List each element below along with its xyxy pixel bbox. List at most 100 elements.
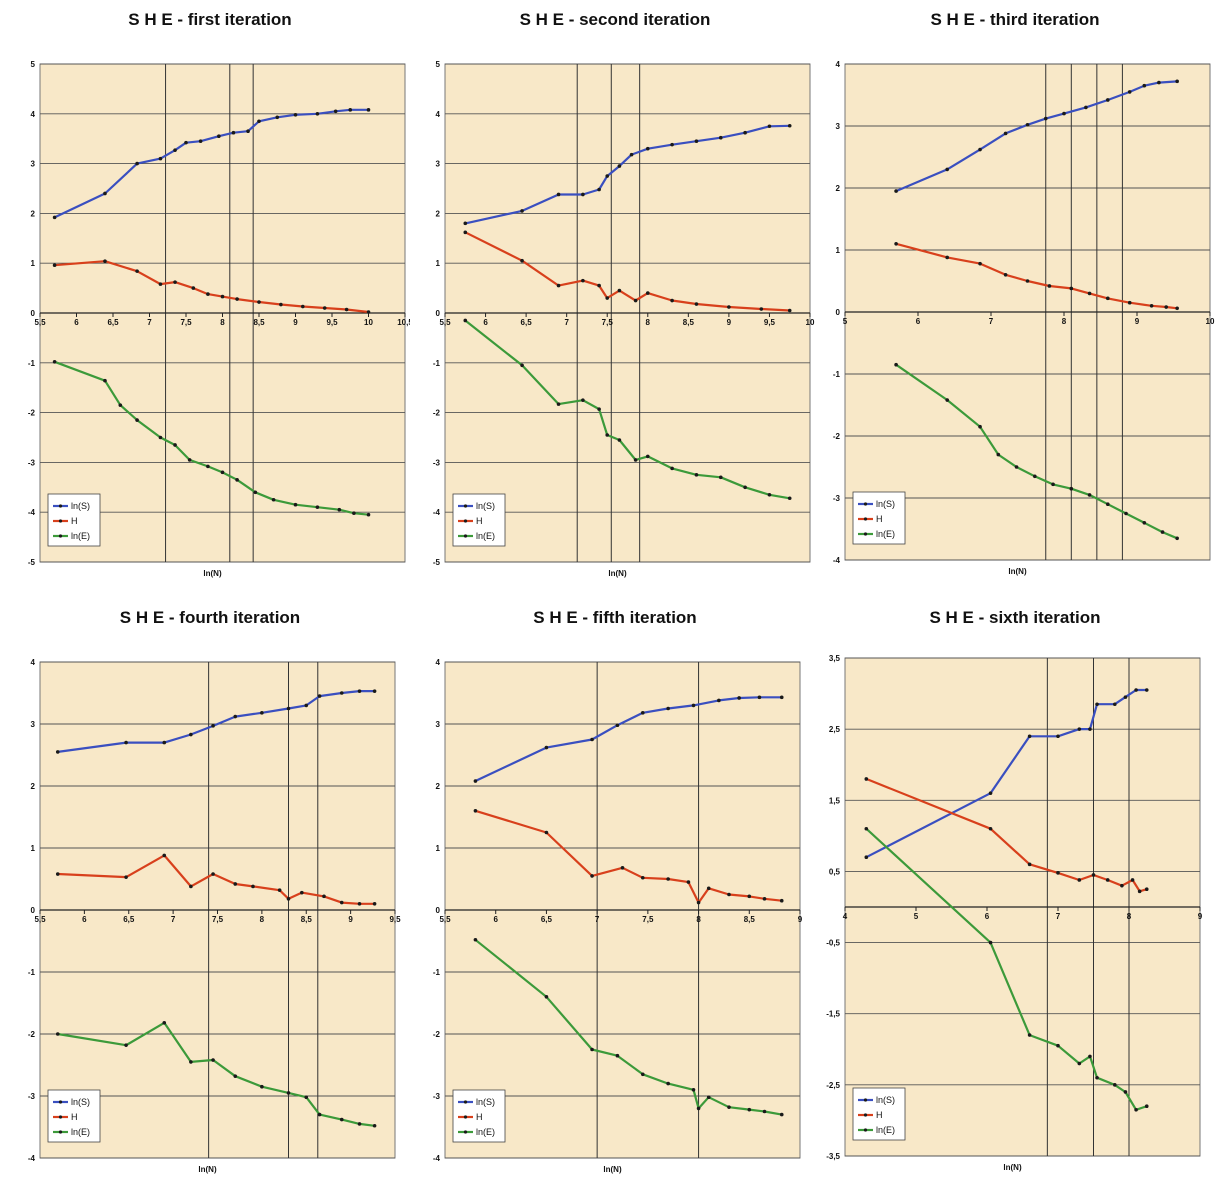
chart-title: S H E - fourth iteration (119, 608, 301, 627)
data-point (135, 418, 139, 422)
y-tick-label: 0 (31, 906, 36, 915)
data-point (556, 283, 561, 288)
data-point (737, 696, 741, 700)
series-line-H (57, 854, 375, 905)
data-point (1014, 465, 1019, 469)
x-tick-label: 8,5 (301, 915, 313, 924)
x-axis-title: ln(N) (603, 1165, 622, 1174)
data-point (597, 283, 601, 288)
x-tick-label: 7 (147, 318, 152, 327)
data-point (220, 294, 225, 299)
data-point (581, 278, 585, 283)
data-point (727, 892, 731, 897)
x-tick-label: 8 (646, 318, 651, 327)
legend-marker (463, 504, 468, 508)
data-point (206, 464, 210, 469)
x-tick-label: 6 (916, 317, 921, 326)
data-point (1106, 296, 1110, 301)
y-tick-label: 1,5 (829, 796, 841, 805)
x-tick-label: 6 (74, 318, 79, 327)
data-point (629, 152, 634, 157)
data-point (945, 255, 949, 260)
data-point (1047, 284, 1052, 288)
data-point (315, 505, 320, 510)
data-point (605, 296, 610, 300)
data-point (1003, 273, 1008, 277)
x-tick-label: 7 (171, 915, 176, 924)
chart-title: S H E - first iteration (128, 10, 292, 29)
x-tick-label: 8,5 (744, 915, 756, 924)
data-point (473, 809, 478, 813)
data-point (1123, 695, 1128, 699)
data-point (978, 147, 982, 152)
data-point (1087, 493, 1092, 497)
data-point (633, 458, 638, 462)
y-tick-label: -1 (28, 968, 36, 977)
legend-label: ln(E) (71, 531, 90, 541)
legend-marker (463, 534, 468, 538)
data-point (640, 1072, 645, 1077)
data-point (1051, 482, 1055, 487)
data-point (198, 139, 203, 143)
y-tick-label: 1 (31, 259, 36, 268)
data-point (473, 937, 478, 942)
y-tick-label: -3,5 (826, 1152, 840, 1161)
data-point (1175, 536, 1179, 541)
y-tick-label: 2 (436, 782, 441, 791)
legend-label: H (71, 516, 78, 526)
legend-marker (58, 1100, 63, 1104)
data-point (158, 156, 163, 161)
data-point (581, 192, 585, 197)
legend-marker (863, 502, 868, 506)
data-point (691, 1088, 696, 1092)
x-tick-label: 7 (564, 318, 569, 327)
data-point (118, 403, 123, 407)
data-point (189, 884, 193, 889)
y-tick-label: 4 (836, 60, 841, 69)
data-point (544, 995, 549, 999)
data-point (260, 711, 264, 715)
data-point (556, 402, 561, 406)
data-point (206, 292, 210, 296)
y-tick-label: -1 (833, 370, 841, 379)
data-point (556, 192, 561, 197)
y-tick-label: 3 (436, 160, 441, 169)
data-point (1043, 116, 1048, 121)
data-point (317, 1112, 322, 1117)
data-point (996, 452, 1001, 457)
data-point (1175, 79, 1179, 84)
legend-marker (863, 532, 868, 536)
data-point (1056, 734, 1060, 739)
data-point (590, 737, 594, 742)
data-point (670, 298, 674, 303)
data-point (1105, 878, 1110, 882)
data-point (135, 269, 139, 273)
chart-svg: 4 3 2 1 0 -1 -2 -3 -4 5,5 6 6,5 7 7,5 8 8,5 9 9,5 ln(N) ln(… (28, 658, 401, 1174)
data-point (666, 1081, 670, 1086)
data-point (1137, 889, 1142, 894)
data-point (304, 1095, 309, 1100)
data-point (173, 280, 177, 284)
data-point (1164, 305, 1168, 309)
x-tick-label: 8 (1062, 317, 1067, 326)
legend-label: ln(E) (476, 531, 495, 541)
data-point (864, 777, 869, 781)
chart-panel-6: S H E - sixth iteration 3,5 2,5 1,5 0,5 -0,5 -… (815, 598, 1215, 1178)
legend-marker (463, 1115, 468, 1119)
data-point (1127, 90, 1132, 94)
y-tick-label: -2 (28, 409, 36, 418)
data-point (463, 230, 468, 235)
data-point (1123, 1090, 1128, 1094)
chart-title: S H E - sixth iteration (929, 608, 1101, 627)
data-point (706, 886, 711, 891)
data-point (787, 308, 792, 313)
data-point (1113, 702, 1117, 707)
data-point (1142, 521, 1147, 525)
x-tick-label: 6 (985, 912, 990, 921)
x-tick-label: 5 (914, 912, 919, 921)
series-line-H (464, 231, 790, 312)
y-tick-label: -3 (28, 1092, 36, 1101)
data-point (544, 745, 549, 750)
data-point (257, 300, 261, 304)
